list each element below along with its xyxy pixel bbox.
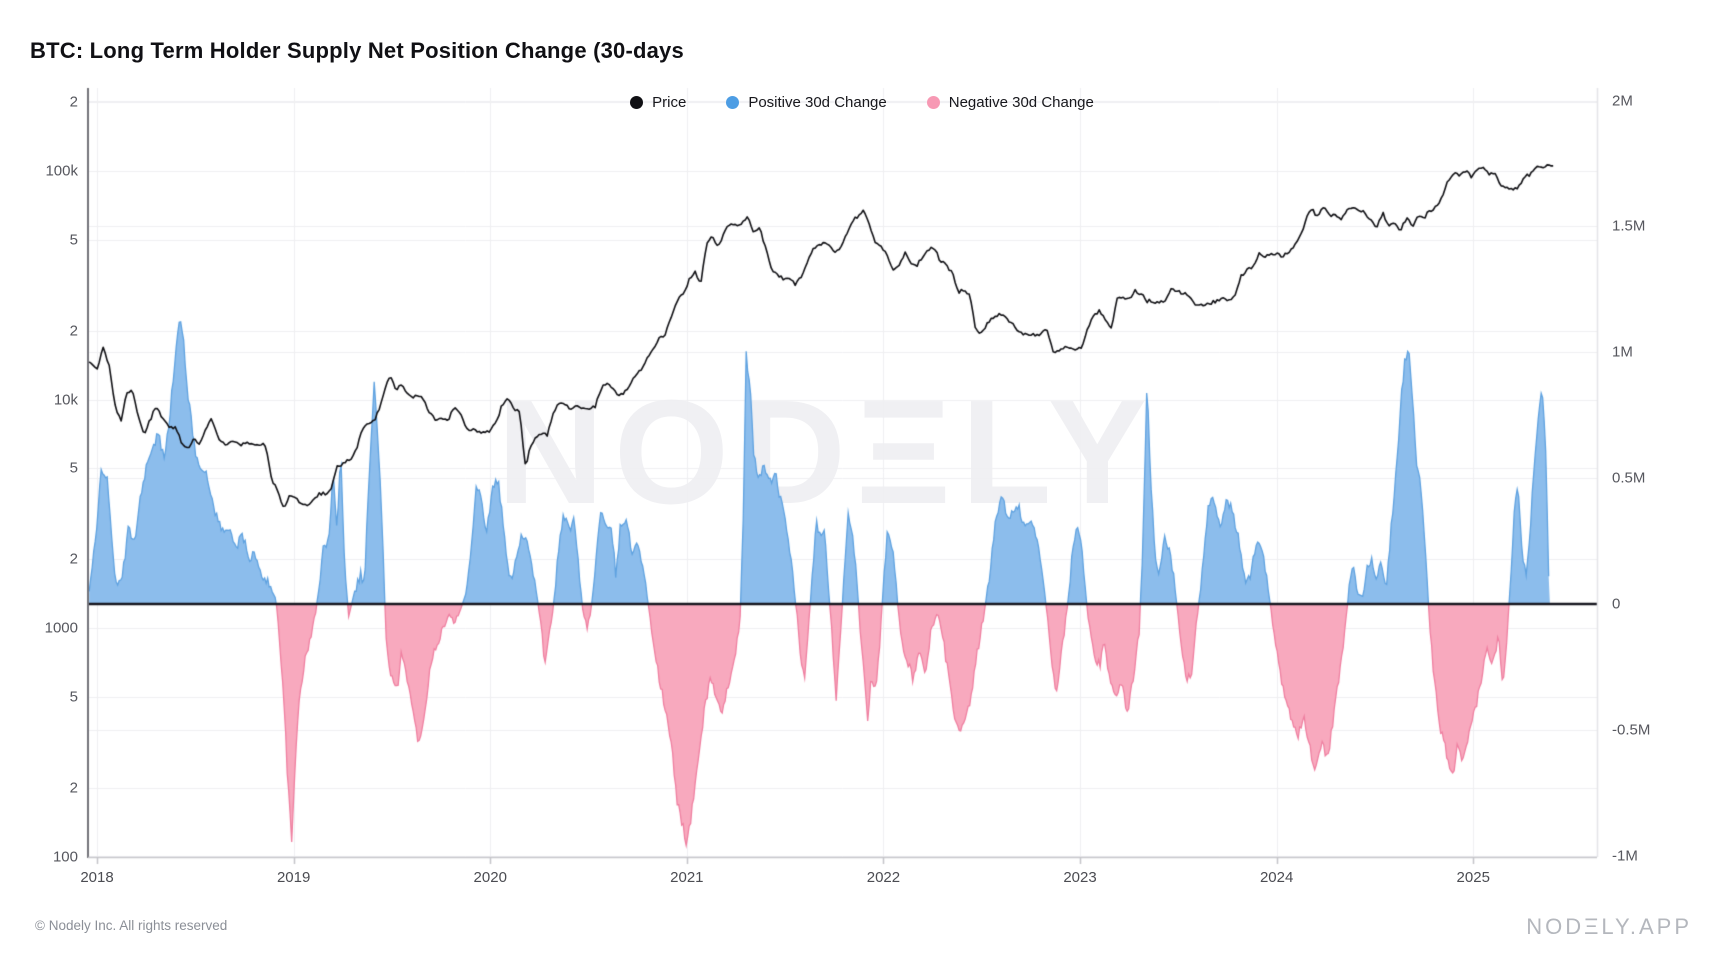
legend: Price Positive 30d Change Negative 30d Cha… [0,94,1724,111]
price-tick-label: 5 [69,459,78,477]
negative-swatch-icon [926,96,940,109]
year-tick-label: 2025 [1456,869,1490,886]
year-tick-label: 2018 [80,869,114,886]
legend-label: Positive 30d Change [748,94,887,111]
year-tick-label: 2023 [1063,869,1097,886]
price-tick-label: 5 [69,231,78,249]
price-tick-label: 100k [45,162,78,180]
copyright-text: © Nodely Inc. All rights reserved [35,918,228,933]
legend-label: Negative 30d Change [948,94,1094,111]
net-change-tick-label: 0.5M [1612,469,1646,487]
nodely-app-logo[interactable]: NODΞLY.APP [1526,914,1692,939]
year-tick-label: 2022 [866,869,901,886]
year-tick-label: 2021 [670,869,704,886]
price-tick-label: 1000 [44,619,78,637]
price-tick-label: 100 [52,848,78,866]
positive-swatch-icon [726,96,740,109]
price-tick-label: 2 [69,93,78,111]
year-tick-label: 2020 [473,869,507,886]
price-swatch-icon [630,96,644,109]
price-tick-label: 2 [69,550,78,568]
net-change-tick-label: -0.5M [1612,721,1651,739]
legend-item-negative[interactable]: Negative 30d Change [926,94,1094,111]
net-change-tick-label: 2M [1612,92,1633,110]
year-tick-label: 2019 [276,869,311,886]
net-change-tick-label: 0 [1612,595,1621,613]
net-change-tick-label: 1.5M [1612,217,1646,235]
year-tick-label: 2024 [1259,869,1294,886]
legend-item-positive[interactable]: Positive 30d Change [726,94,887,111]
price-tick-label: 5 [69,688,78,706]
legend-item-price[interactable]: Price [630,94,686,111]
price-tick-label: 2 [69,779,78,797]
price-tick-label: 10k [53,391,78,409]
price-tick-label: 2 [69,322,78,340]
legend-label: Price [652,94,687,111]
net-change-tick-label: 1M [1612,343,1633,361]
net-change-tick-label: -1M [1612,847,1638,865]
